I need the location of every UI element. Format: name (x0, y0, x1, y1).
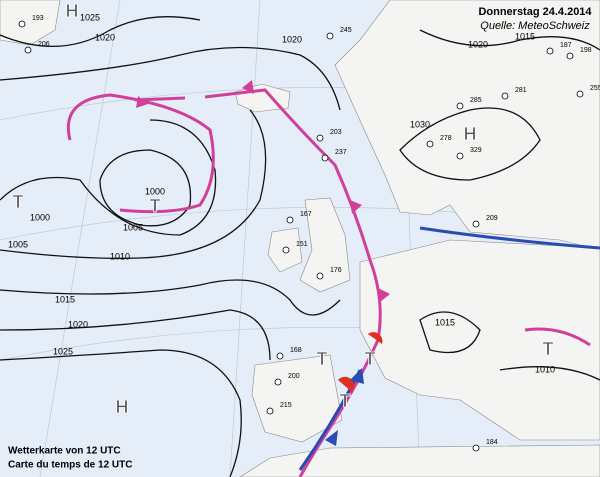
occluded-front (66, 93, 215, 214)
cold-front-symbol (325, 430, 338, 446)
station-pressure: 176 (330, 267, 342, 274)
station-symbol (566, 52, 574, 60)
station-pressure: 167 (300, 211, 312, 218)
warm-front-symbol (368, 332, 383, 344)
pressure-center: H (66, 1, 79, 21)
station-symbol (472, 444, 480, 452)
station-pressure: 285 (470, 97, 482, 104)
station-symbol (276, 352, 284, 360)
pressure-center: T (365, 349, 376, 369)
station-pressure: 198 (580, 47, 592, 54)
pressure-center: T (543, 339, 554, 359)
occlusion-symbol (136, 96, 148, 108)
station-pressure: 168 (290, 347, 302, 354)
isobar-label: 1005 (8, 239, 28, 249)
station-pressure: 206 (38, 41, 50, 48)
isobar-label: 1015 (515, 31, 535, 41)
station-symbol (18, 20, 26, 28)
isobar-label: 1020 (68, 319, 88, 329)
station-symbol (501, 92, 509, 100)
map-title: Donnerstag 24.4.2014 (478, 6, 592, 18)
cold-front-symbol (350, 368, 364, 384)
isobar-label: 1015 (55, 294, 75, 304)
isobar-label: 1005 (123, 222, 143, 232)
station-symbol (472, 220, 480, 228)
isobar-label: 1025 (80, 12, 100, 22)
isobar-label: 1020 (282, 34, 302, 44)
pressure-center: T (340, 391, 351, 411)
isobar-label: 1015 (435, 317, 455, 327)
station-pressure: 209 (486, 215, 498, 222)
station-pressure: 329 (470, 147, 482, 154)
station-pressure: 255 (590, 85, 600, 92)
cold-front (419, 226, 600, 250)
fronts (66, 80, 600, 477)
pressure-center: H (116, 397, 129, 417)
station-pressure: 193 (32, 15, 44, 22)
pressure-center: T (317, 349, 328, 369)
occlusion-symbol (242, 80, 254, 94)
pressure-center: T (13, 192, 24, 212)
station-symbol (456, 102, 464, 110)
station-pressure: 151 (296, 241, 308, 248)
isobar-label: 1010 (110, 251, 130, 261)
station-symbol (321, 154, 329, 162)
isobar-label: 1025 (53, 346, 73, 356)
isobar-label: 1000 (145, 186, 165, 196)
station-symbol (546, 47, 554, 55)
station-symbol (576, 90, 584, 98)
footer-line: Wetterkarte von 12 UTC (8, 446, 121, 457)
isobar-label: 1030 (410, 119, 430, 129)
footer-line: Carte du temps de 12 UTC (8, 460, 132, 471)
occluded-front (204, 88, 382, 477)
station-pressure: 215 (280, 402, 292, 409)
isobar-label: 1020 (468, 39, 488, 49)
station-symbol (274, 378, 282, 386)
station-pressure: 203 (330, 129, 342, 136)
station-symbol (316, 272, 324, 280)
occlusion-symbol (350, 200, 362, 214)
isobar-label: 1020 (95, 32, 115, 42)
isobar-label: 1000 (30, 212, 50, 222)
isobars (0, 16, 600, 477)
station-symbol (456, 152, 464, 160)
warm-front-symbol (338, 376, 355, 392)
station-symbol (316, 134, 324, 142)
station-symbol (266, 407, 274, 415)
map-source: Quelle: MeteoSchweiz (480, 20, 590, 32)
station-symbol (426, 140, 434, 148)
station-pressure: 187 (560, 42, 572, 49)
station-symbol (24, 46, 32, 54)
station-symbol (286, 216, 294, 224)
isobar-label: 1010 (535, 364, 555, 374)
station-pressure: 200 (288, 373, 300, 380)
occluded-front (524, 327, 591, 347)
station-pressure: 278 (440, 135, 452, 142)
occluded-front (134, 96, 186, 102)
occlusion-symbol (378, 288, 390, 302)
station-symbol (282, 246, 290, 254)
pressure-center: T (150, 196, 161, 216)
station-pressure: 245 (340, 27, 352, 34)
station-symbol (326, 32, 334, 40)
pressure-center: H (464, 124, 477, 144)
station-pressure: 184 (486, 439, 498, 446)
station-pressure: 237 (335, 149, 347, 156)
station-pressure: 281 (515, 87, 527, 94)
